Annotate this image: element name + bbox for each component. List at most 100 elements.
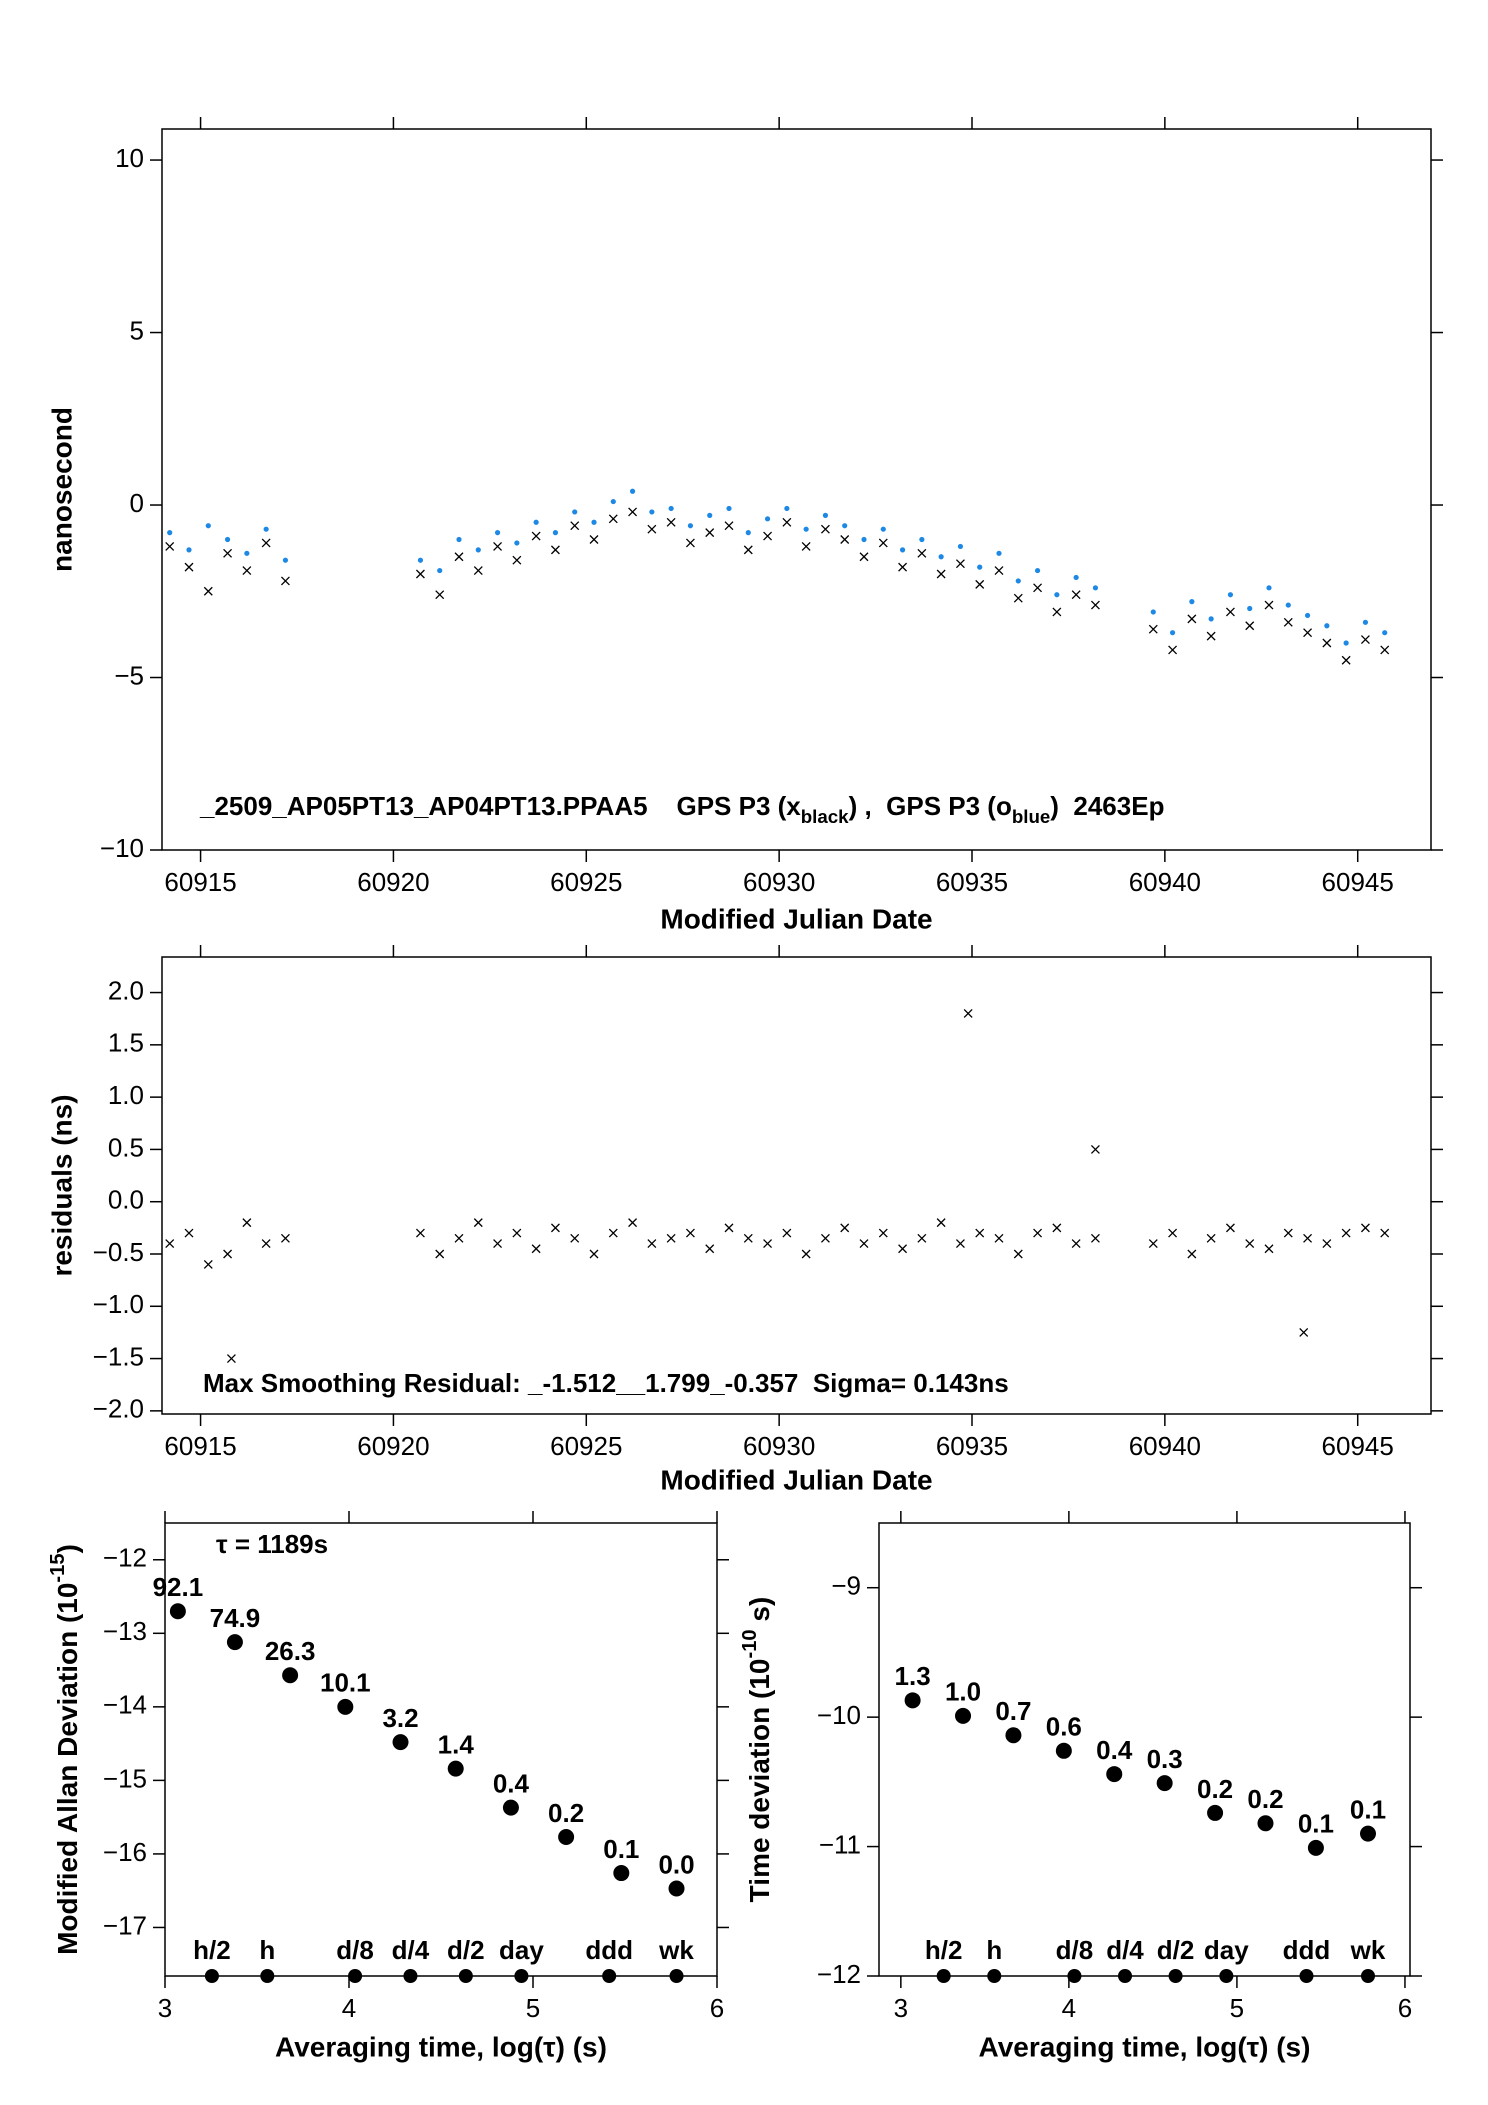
- data-point: [994, 566, 1004, 576]
- data-point: [167, 530, 173, 536]
- data-point: [628, 1218, 638, 1228]
- data-point: [1206, 631, 1216, 641]
- data-point: [1208, 616, 1214, 622]
- data-point: [392, 1734, 409, 1751]
- interval-marker: [602, 1969, 617, 1983]
- y-tick-label: −15: [103, 1763, 147, 1793]
- interval-label: day: [1204, 1935, 1249, 1965]
- data-point: [1156, 1775, 1173, 1792]
- interval-label: h: [259, 1935, 275, 1965]
- data-point: [878, 538, 888, 548]
- data-point: [169, 1603, 186, 1620]
- data-point: [1206, 1233, 1216, 1243]
- data-point: [1362, 619, 1369, 625]
- data-point: [1299, 1327, 1309, 1337]
- interval-label: day: [499, 1935, 544, 1965]
- data-point: [878, 1228, 888, 1238]
- interval-label: d/4: [392, 1935, 430, 1965]
- y-axis-title: Time deviation (10-10 s): [739, 1597, 775, 1903]
- point-label: 1.4: [438, 1729, 475, 1759]
- point-label: 0.1: [1350, 1795, 1386, 1825]
- data-point: [784, 505, 790, 512]
- data-point: [1090, 1144, 1100, 1154]
- data-point: [955, 1707, 972, 1724]
- data-point: [801, 1249, 811, 1259]
- point-label: 0.2: [548, 1798, 584, 1828]
- data-point: [570, 1233, 580, 1243]
- text-part: blue: [1012, 806, 1050, 827]
- data-point: [1090, 600, 1100, 610]
- data-point: [280, 576, 290, 586]
- y-tick-label: −2.0: [93, 1394, 144, 1424]
- interval-label: d/8: [1056, 1935, 1094, 1965]
- x-tick-label: 60920: [357, 1431, 429, 1461]
- y-tick-label: 0.0: [108, 1185, 144, 1215]
- text-part: ): [52, 1544, 83, 1553]
- data-point: [558, 1829, 575, 1846]
- data-point: [1189, 599, 1195, 605]
- data-point: [473, 566, 483, 576]
- data-point: [1054, 592, 1060, 598]
- data-point: [572, 509, 578, 515]
- data-point: [726, 505, 732, 512]
- data-point: [840, 1223, 850, 1233]
- annotation: _2509_AP05PT13_AP04PT13.PPAA5 GPS P3 (xb…: [199, 791, 1164, 828]
- data-point: [1052, 1223, 1062, 1233]
- y-tick-label: −9: [831, 1571, 861, 1601]
- data-point: [415, 1228, 425, 1238]
- data-point: [1225, 607, 1235, 617]
- data-point: [1013, 1249, 1023, 1259]
- data-point: [512, 1228, 522, 1238]
- y-tick-label: −10: [817, 1700, 861, 1730]
- y-tick-label: 10: [115, 143, 144, 173]
- data-point: [1227, 592, 1234, 598]
- data-point: [608, 1228, 618, 1238]
- interval-marker: [1360, 1969, 1375, 1983]
- data-point: [842, 523, 848, 529]
- interval-label: h: [986, 1935, 1002, 1965]
- data-point: [494, 530, 501, 536]
- interval-marker: [403, 1969, 418, 1983]
- data-point: [502, 1799, 519, 1816]
- y-tick-label: −1.5: [93, 1341, 144, 1371]
- interval-marker: [458, 1969, 473, 1983]
- data-point: [570, 521, 580, 531]
- data-point: [242, 566, 252, 576]
- interval-marker: [1299, 1969, 1314, 1983]
- data-point: [1283, 617, 1293, 627]
- data-point: [801, 541, 811, 551]
- x-tick-label: 5: [1230, 1993, 1244, 2023]
- data-point: [724, 521, 734, 531]
- plot-frame: [161, 956, 1432, 1415]
- data-point: [203, 586, 213, 596]
- point-label: 0.3: [1147, 1744, 1183, 1774]
- data-point: [1092, 585, 1099, 591]
- plot-frame: [161, 128, 1432, 851]
- data-point: [1148, 624, 1158, 634]
- interval-marker: [669, 1969, 684, 1983]
- interval-label: d/2: [1157, 1935, 1195, 1965]
- data-point: [1343, 640, 1349, 646]
- data-point: [647, 1239, 657, 1248]
- plot-frame: [878, 1522, 1411, 1977]
- text-part: -15: [47, 1553, 69, 1582]
- data-point: [435, 1249, 445, 1259]
- data-point: [904, 1692, 921, 1709]
- x-axis-title: Modified Julian Date: [660, 903, 932, 934]
- data-point: [282, 1667, 299, 1684]
- y-axis-title: Modified Allan Deviation (10-15): [47, 1544, 83, 1955]
- data-point: [724, 1223, 734, 1233]
- data-point: [1106, 1766, 1123, 1783]
- data-point: [1245, 621, 1255, 631]
- data-point: [763, 531, 773, 541]
- data-point: [743, 545, 753, 555]
- data-point: [493, 1239, 503, 1248]
- text-part: ) , GPS P3 (o: [849, 791, 1012, 821]
- x-tick-label: 6: [1398, 1993, 1412, 2023]
- data-point: [685, 538, 695, 548]
- data-point: [629, 488, 636, 494]
- x-tick-label: 5: [526, 1993, 540, 2023]
- data-point: [840, 535, 850, 544]
- data-point: [165, 1239, 175, 1248]
